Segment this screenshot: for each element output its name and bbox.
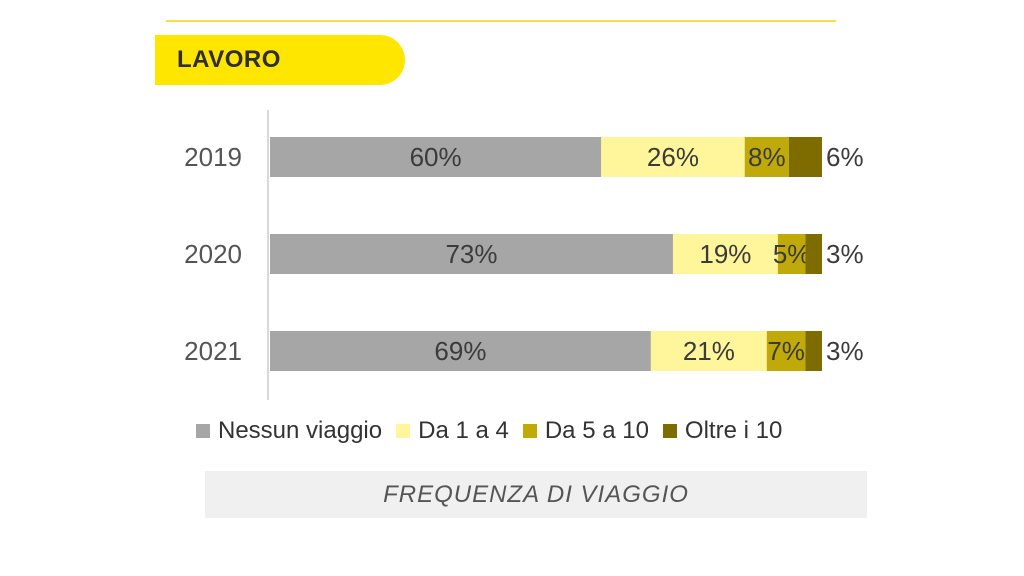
data-label-2020-series-0: 73%: [445, 239, 497, 269]
chart-caption-box: FREQUENZA DI VIAGGIO: [205, 471, 867, 518]
category-label-2021: 2021: [184, 336, 242, 366]
top-divider: [166, 20, 836, 22]
bar-2021-series-2: [766, 331, 806, 371]
legend-item-1: Da 1 a 4: [396, 417, 509, 445]
legend-swatch-0: [196, 424, 210, 438]
bar-2019-series-3: [788, 137, 822, 177]
bar-2021-series-3: [805, 331, 822, 371]
section-title: LAVORO: [177, 46, 281, 73]
data-label-2020-series-2: 5%: [773, 239, 811, 269]
bar-2020-series-1: [672, 234, 778, 274]
legend-item-3: Oltre i 10: [662, 417, 783, 445]
chart-legend: Nessun viaggio Da 1 a 4 Da 5 a 10 Oltre i 1…: [196, 416, 796, 446]
bar-2020-series-2: [777, 234, 806, 274]
legend-label-0: Nessun viaggio: [218, 417, 383, 444]
legend-label-3: Oltre i 10: [684, 417, 783, 444]
data-label-2019-series-0: 60%: [410, 142, 462, 172]
stacked-bar-chart: 2019 60% 26% 8% 6% 2020 73% 19% 5% 3% 2021 69% 21% 7%…: [184, 110, 864, 400]
data-label-2021-series-0: 69%: [434, 336, 486, 366]
legend-item-2: Da 5 a 10: [522, 417, 649, 445]
data-label-2021-series-3: 3%: [826, 336, 864, 366]
data-label-2019-series-1: 26%: [647, 142, 699, 172]
legend-swatch-1: [396, 424, 411, 438]
bar-2019-series-1: [601, 137, 745, 177]
data-label-2021-series-1: 21%: [683, 336, 735, 366]
legend-item-0: Nessun viaggio: [196, 417, 382, 445]
legend-swatch-2: [522, 424, 537, 438]
bar-2019-series-2: [744, 137, 789, 177]
legend-label-1: Da 1 a 4: [418, 417, 509, 444]
bar-2020-series-0: [270, 234, 673, 274]
data-label-2020-series-1: 19%: [699, 239, 751, 269]
data-label-2021-series-2: 7%: [767, 336, 805, 366]
legend-swatch-3: [662, 424, 677, 438]
data-label-2019-series-3: 6%: [826, 142, 864, 172]
bar-2021-series-1: [650, 331, 767, 371]
category-label-2019: 2019: [184, 142, 242, 172]
data-label-2020-series-3: 3%: [826, 239, 864, 269]
bar-2021-series-0: [270, 331, 651, 371]
chart-caption: FREQUENZA DI VIAGGIO: [383, 480, 689, 508]
data-label-2019-series-2: 8%: [748, 142, 786, 172]
legend-label-2: Da 5 a 10: [544, 417, 649, 444]
section-title-tag: LAVORO: [155, 35, 405, 85]
bar-2019-series-0: [270, 137, 602, 177]
category-label-2020: 2020: [184, 239, 242, 269]
bar-2020-series-3: [805, 234, 822, 274]
